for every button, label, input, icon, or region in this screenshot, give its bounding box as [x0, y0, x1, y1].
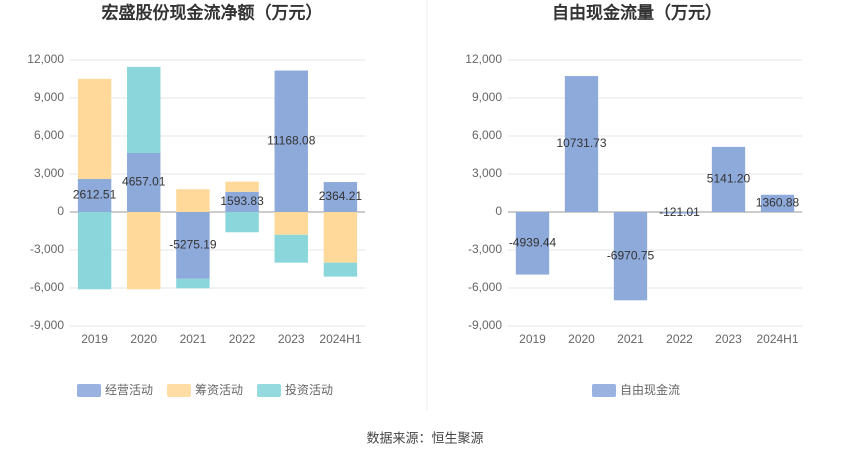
y-tick-label: -3,000	[30, 242, 64, 256]
value-label: 11168.08	[267, 133, 316, 147]
x-tick-label: 2022	[229, 332, 256, 346]
x-tick-label: 2024H1	[756, 332, 798, 346]
bar	[662, 212, 697, 214]
bar	[274, 234, 308, 263]
chart-title: 宏盛股份现金流净额（万元）	[102, 2, 323, 22]
value-label: 1593.83	[220, 194, 264, 208]
value-label: 2364.21	[319, 189, 363, 203]
y-tick-label: -3,000	[468, 242, 502, 256]
x-tick-label: 2024H1	[319, 332, 361, 346]
bar	[176, 212, 210, 279]
x-tick-label: 2019	[81, 332, 108, 346]
chart-title: 自由现金流量（万元）	[552, 2, 722, 22]
value-label: -121.01	[659, 205, 700, 219]
bar	[711, 146, 746, 212]
y-tick-label: 6,000	[34, 128, 64, 142]
x-tick-label: 2021	[617, 332, 644, 346]
value-label: -5275.19	[169, 238, 217, 252]
value-label: 4657.01	[122, 175, 166, 189]
bar	[274, 70, 308, 212]
y-tick-label: 0	[57, 204, 64, 218]
bar	[176, 278, 210, 289]
bar	[515, 212, 550, 275]
bar	[77, 212, 112, 290]
bar	[127, 153, 161, 212]
y-tick-label: 12,000	[465, 52, 502, 66]
x-tick-label: 2020	[568, 332, 595, 346]
y-tick-label: 12,000	[27, 52, 64, 66]
value-label: 2612.51	[73, 188, 117, 202]
bar	[323, 212, 358, 263]
value-label: 1360.88	[756, 196, 800, 210]
y-tick-label: 3,000	[472, 166, 502, 180]
legend-swatch	[77, 384, 101, 397]
legend-label: 自由现金流	[620, 382, 680, 397]
bar	[225, 181, 259, 192]
legend-label: 经营活动	[105, 383, 153, 397]
legend-swatch	[257, 384, 281, 397]
x-tick-label: 2023	[715, 332, 742, 346]
legend-label: 筹资活动	[195, 383, 243, 397]
y-tick-label: -6,000	[468, 280, 502, 294]
y-tick-label: 6,000	[472, 128, 502, 142]
bar	[77, 178, 112, 212]
bar	[613, 212, 648, 301]
bar	[127, 66, 161, 154]
y-tick-label: -9,000	[30, 318, 64, 332]
y-tick-label: 9,000	[472, 90, 502, 104]
bar	[77, 78, 112, 179]
x-tick-label: 2023	[278, 332, 305, 346]
bar	[176, 189, 210, 212]
value-label: -6970.75	[607, 248, 655, 262]
legend-swatch	[167, 384, 191, 397]
bar	[274, 212, 308, 235]
legend-swatch	[592, 384, 616, 397]
value-label: 10731.73	[556, 136, 606, 150]
y-tick-label: 3,000	[34, 166, 64, 180]
y-tick-label: -9,000	[468, 318, 502, 332]
bar	[225, 212, 259, 233]
bar	[323, 182, 358, 212]
y-tick-label: 9,000	[34, 90, 64, 104]
x-tick-label: 2022	[666, 332, 693, 346]
bar	[760, 194, 795, 212]
source: 数据来源：恒生聚源	[366, 430, 483, 445]
bar	[323, 262, 358, 277]
bar	[564, 76, 599, 212]
y-tick-label: -6,000	[30, 280, 64, 294]
x-tick-label: 2021	[180, 332, 207, 346]
y-tick-label: 0	[495, 204, 502, 218]
legend-label: 投资活动	[285, 382, 333, 397]
bar	[225, 191, 259, 212]
value-label: 5141.20	[707, 172, 751, 186]
value-label: -4939.44	[509, 235, 557, 249]
x-tick-label: 2019	[519, 332, 546, 346]
bar	[127, 212, 161, 290]
x-tick-label: 2020	[130, 332, 157, 346]
